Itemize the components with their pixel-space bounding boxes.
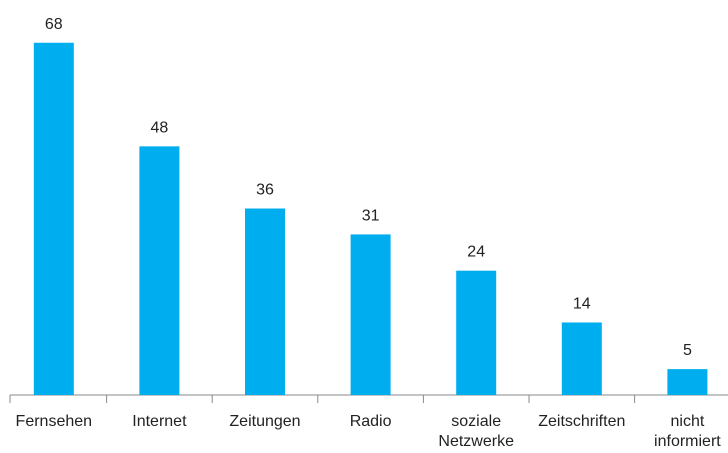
bar bbox=[33, 42, 74, 395]
data-label: 5 bbox=[683, 342, 692, 359]
data-label: 24 bbox=[467, 244, 485, 261]
x-tick-label: nicht informiert bbox=[654, 413, 721, 450]
bar bbox=[561, 322, 602, 395]
bar bbox=[350, 234, 391, 395]
data-label: 14 bbox=[573, 295, 591, 312]
bar bbox=[456, 270, 497, 395]
bar bbox=[667, 369, 708, 395]
x-tick-label: Radio bbox=[350, 413, 392, 430]
x-tick-label: Internet bbox=[132, 413, 187, 430]
x-tick-label: Zeitschriften bbox=[538, 413, 625, 430]
data-label: 68 bbox=[45, 16, 63, 33]
x-tick-label: soziale Netzwerke bbox=[438, 413, 514, 450]
data-label: 31 bbox=[362, 207, 380, 224]
x-tick-label: Zeitungen bbox=[229, 413, 300, 430]
x-tick-label: Fernsehen bbox=[16, 413, 93, 430]
data-label: 36 bbox=[256, 182, 274, 199]
bar bbox=[139, 146, 180, 395]
bar bbox=[245, 208, 285, 395]
data-label: 48 bbox=[151, 119, 169, 136]
